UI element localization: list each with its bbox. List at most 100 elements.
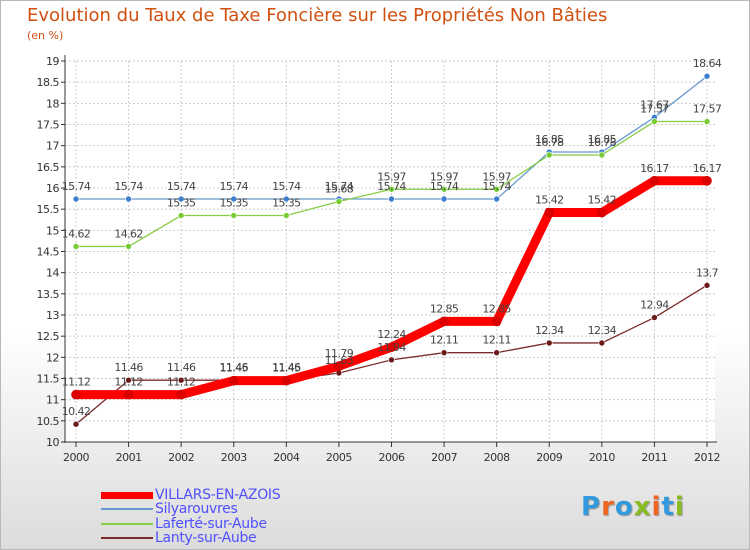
legend-label: Lanty-sur-Aube [155,530,257,546]
data-label: 12.85 [482,302,511,315]
x-tick-label: 2000 [63,451,89,464]
data-label: 12.11 [482,334,511,347]
series-point [702,176,712,186]
series-point [388,356,395,364]
legend-item-silyarouvres: Silyarouvres [101,501,238,517]
data-label: 11.94 [377,341,406,354]
series-point [493,195,500,203]
logo-letter: o [614,492,634,522]
data-label: 16.78 [535,136,564,149]
line-chart: 10 10.5 11 11.5 12 12.5 13 13.5 14 14.5 15 15.5 16 16… [37,55,722,464]
series-point [230,212,238,219]
y-tick-label: 18 [46,97,59,110]
series-point [283,212,290,219]
x-tick-label: 2004 [273,451,299,464]
series-point [598,151,606,159]
chart-subtitle: (en %) [27,29,64,42]
data-label: 11.12 [62,376,91,389]
data-label: 11.45 [272,362,301,375]
data-label: 12.85 [430,302,459,315]
series-point [72,195,80,203]
series-point [123,389,134,400]
data-label: 16.17 [693,162,722,175]
data-label: 17.67 [640,98,669,111]
data-label: 11.12 [114,376,143,389]
logo-letter: i [674,492,685,522]
series-point [334,361,344,372]
data-label: 12.34 [588,324,617,337]
series-point [651,314,658,321]
data-label: 15.74 [114,180,143,193]
series-point [335,198,343,205]
series-point [440,349,448,356]
data-label: 18.64 [693,57,722,70]
y-tick-label: 14.5 [37,246,60,259]
y-tick-label: 15 [46,224,59,237]
legend-item-villars: VILLARS-EN-AZOIS [101,487,281,503]
data-label: 12.34 [535,324,564,337]
data-label: 17.57 [693,103,722,116]
legend-swatch [101,523,153,525]
data-label: 15.74 [325,180,354,193]
y-tick-label: 11.5 [37,373,60,386]
data-label: 15.35 [220,197,249,210]
y-tick-label: 13.5 [37,288,60,301]
data-label: 14.62 [114,227,143,240]
logo-letter: i [651,492,662,522]
data-label: 16.85 [535,133,564,146]
data-label: 11.46 [114,361,143,374]
data-label: 15.42 [588,194,617,207]
series-point [72,243,80,250]
series-point [388,195,395,203]
series-point [281,375,292,386]
series-point [544,207,555,218]
series-point [177,376,185,384]
data-label: 10.42 [62,405,91,418]
series-point [597,207,607,218]
y-tick-label: 12.5 [37,330,60,343]
data-label: 15.74 [220,180,249,193]
data-label: 15.74 [482,180,511,193]
y-tick-label: 15.5 [37,203,60,216]
series-point [230,195,238,203]
data-label: 15.35 [272,197,301,210]
data-label: 16.17 [640,162,669,175]
data-label: 15.35 [167,197,196,210]
series-point [703,118,711,125]
y-tick-label: 12 [46,351,59,364]
legend-label: Silyarouvres [155,501,238,517]
x-tick-label: 2010 [589,451,615,464]
series-point [440,185,448,193]
data-label: 15.74 [167,180,196,193]
series-point [386,342,397,352]
data-label: 11.12 [167,376,196,389]
legend-label: VILLARS-EN-AZOIS [155,487,281,503]
logo-letter: x [633,492,652,522]
y-tick-label: 16 [46,182,59,195]
y-tick-label: 10.5 [37,415,60,428]
x-tick-label: 2009 [536,451,562,464]
series-point [703,282,711,289]
series-point [125,195,132,203]
series-point [125,376,132,384]
series-point [283,195,290,203]
logo-letter: P [581,492,602,522]
series-point [545,339,553,347]
data-label: 16.85 [588,133,617,146]
data-label: 15.97 [377,170,406,183]
logo-letter: t [661,492,675,522]
data-label: 14.62 [62,227,91,240]
data-label: 12.11 [430,334,459,347]
x-tick-label: 2006 [379,451,405,464]
y-tick-label: 17 [46,140,59,153]
data-label: 17.57 [640,103,669,116]
y-tick-label: 11 [46,394,59,407]
data-label: 15.74 [272,180,301,193]
x-tick-label: 2005 [326,451,352,464]
legend-item-laferte: Laferté-sur-Aube [101,516,267,532]
y-tick-label: 10 [46,436,59,449]
data-label: 11.79 [325,347,354,360]
legend-swatch [101,491,153,499]
data-label: 15.42 [535,194,564,207]
